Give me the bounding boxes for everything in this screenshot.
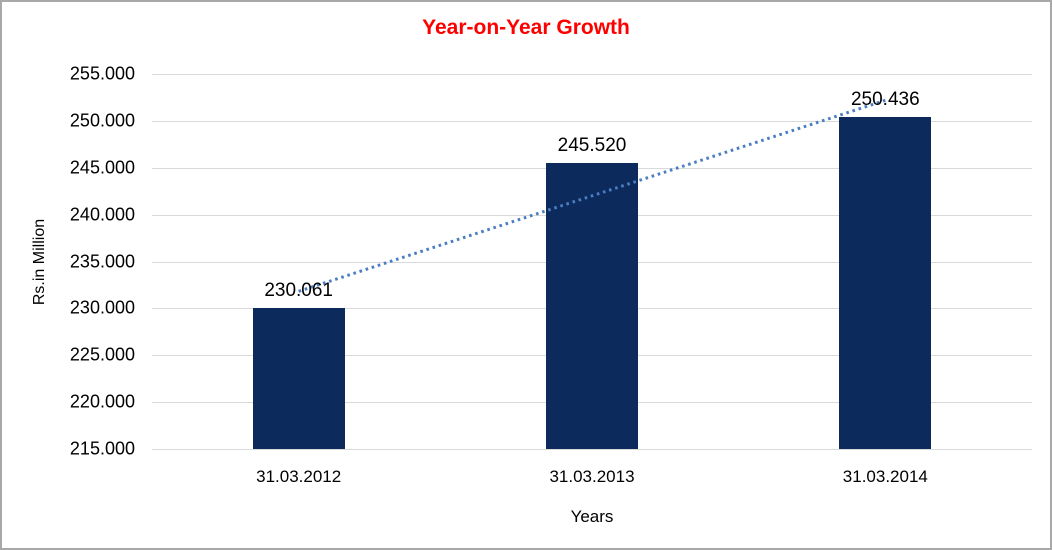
y-axis-tick-label: 235.000 bbox=[69, 251, 135, 271]
y-axis-tick-label: 220.000 bbox=[69, 391, 135, 412]
y-axis-tick-label: 230.000 bbox=[69, 297, 135, 318]
x-axis-tick-label: 31.03.2013 bbox=[549, 467, 635, 486]
data-label: 230.061 bbox=[264, 279, 333, 301]
bar-31.03.2012 bbox=[252, 307, 345, 449]
x-axis-tick-label: 31.03.2012 bbox=[256, 467, 342, 486]
gridline bbox=[152, 449, 1032, 450]
y-axis-tick-label: 255.000 bbox=[69, 63, 135, 84]
y-axis-tick-label: 225.000 bbox=[69, 344, 135, 365]
y-axis-title: Rs.in Million bbox=[31, 218, 48, 306]
x-axis-tick-label: 31.03.2014 bbox=[842, 467, 928, 486]
chart-title: Year-on-Year Growth bbox=[422, 16, 630, 39]
bar-31.03.2014 bbox=[839, 116, 932, 449]
data-label: 250.436 bbox=[850, 88, 920, 110]
y-axis-tick-label: 250.000 bbox=[69, 110, 135, 131]
y-axis-tick-label: 240.000 bbox=[69, 204, 135, 225]
data-label: 245.520 bbox=[557, 134, 627, 156]
y-axis-tick-label: 245.000 bbox=[69, 157, 135, 178]
gridline bbox=[152, 74, 1032, 75]
y-axis-tick-label: 215.000 bbox=[69, 438, 135, 459]
x-axis-title: Years bbox=[570, 507, 614, 526]
bar-31.03.2013 bbox=[546, 162, 638, 449]
